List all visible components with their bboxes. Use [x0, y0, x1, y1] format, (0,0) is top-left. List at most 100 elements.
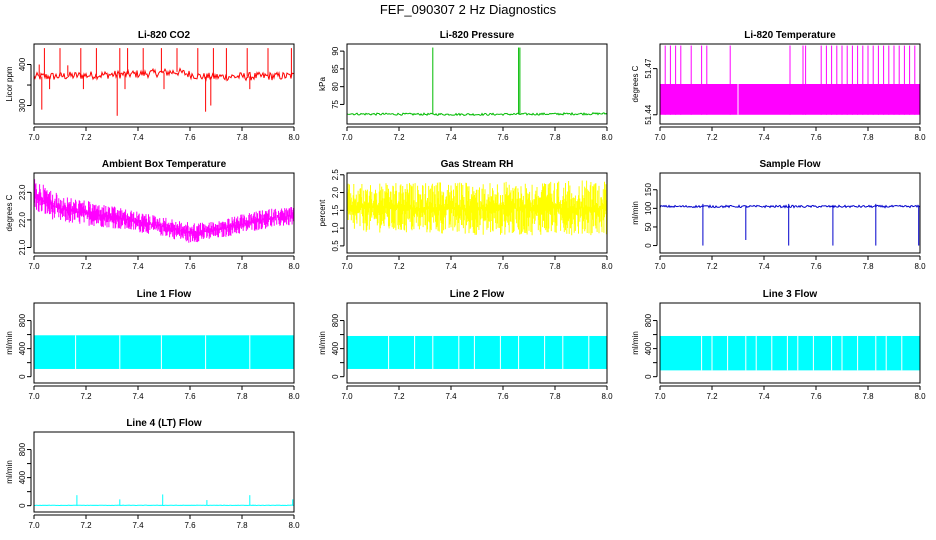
y-tick-label: 800 — [644, 313, 653, 327]
x-tick-label: 7.6 — [810, 133, 822, 142]
x-tick-label: 7.4 — [758, 262, 770, 271]
plot-frame — [659, 302, 921, 384]
x-tick-label: 8.0 — [288, 392, 300, 401]
plot-frame — [659, 172, 921, 254]
y-tick-label: 1.0 — [331, 222, 340, 234]
series-group — [660, 45, 920, 115]
x-tick-label: 8.0 — [288, 133, 300, 142]
x-tick-label: 7.2 — [80, 262, 92, 271]
y-tick-label: 400 — [331, 341, 340, 355]
y-tick-label: 90 — [331, 46, 340, 55]
x-tick-label: 7.6 — [184, 521, 196, 530]
y-axis-label: Licor ppm — [5, 66, 14, 101]
x-tick-label: 8.0 — [601, 262, 613, 271]
x-tick-label: 7.4 — [758, 133, 770, 142]
y-tick-label: 800 — [331, 313, 340, 327]
x-tick-label: 7.0 — [654, 392, 666, 401]
y-axis-label: ml/min — [631, 201, 640, 225]
y-axis-label: ml/min — [5, 460, 14, 484]
plot-frame — [33, 431, 295, 513]
x-tick-label: 7.4 — [132, 262, 144, 271]
x-tick-label: 7.2 — [80, 521, 92, 530]
chart-title: Line 3 Flow — [763, 289, 818, 300]
x-tick-label: 7.2 — [706, 392, 718, 401]
x-tick-label: 7.8 — [236, 521, 248, 530]
series-group — [660, 335, 920, 371]
series-group — [34, 494, 295, 507]
chart-title: Sample Flow — [759, 159, 820, 170]
x-tick-label: 7.6 — [810, 392, 822, 401]
x-tick-label: 8.0 — [601, 392, 613, 401]
y-tick-label: 50 — [644, 222, 653, 231]
y-tick-label: 2.5 — [331, 169, 340, 181]
x-tick-label: 7.0 — [28, 133, 40, 142]
x-tick-label: 7.4 — [132, 133, 144, 142]
figure-title: FEF_090307 2 Hz Diagnostics — [379, 2, 557, 17]
chart-panel-4: Ambient Box Temperature degrees C 7.0 7.2 7.… — [5, 159, 300, 271]
y-tick-label: 51.44 — [644, 104, 653, 125]
y-axis-label: kPa — [318, 77, 327, 91]
y-axis-label: degrees C — [631, 65, 640, 102]
y-tick-label: 0 — [18, 503, 27, 508]
chart-panel-3: Li-820 Temperature degrees C 7.0 7.2 7.4 7.6 7… — [631, 30, 926, 142]
plot-frame — [346, 302, 608, 384]
plot-frame — [33, 172, 295, 254]
x-tick-label: 8.0 — [601, 133, 613, 142]
y-tick-label: 0 — [644, 374, 653, 379]
y-tick-label: 0 — [331, 374, 340, 379]
x-tick-label: 7.2 — [706, 262, 718, 271]
chart-panel-10: Line 4 (LT) Flow ml/min 7.0 7.2 7.4 7.6 7.8 8.0… — [5, 418, 300, 530]
x-tick-label: 7.4 — [758, 392, 770, 401]
y-tick-label: 800 — [18, 442, 27, 456]
chart-title: Line 1 Flow — [137, 289, 192, 300]
chart-panel-7: Line 1 Flow ml/min 7.0 7.2 7.4 7.6 7.8 8.0 0 400 8… — [5, 289, 300, 401]
x-tick-label: 7.8 — [549, 262, 561, 271]
chart-panel-6: Sample Flow ml/min 7.0 7.2 7.4 7.6 7.8 8.0 0 50 10… — [631, 159, 926, 271]
x-tick-label: 7.6 — [184, 392, 196, 401]
chart-title: Line 2 Flow — [450, 289, 505, 300]
chart-title: Ambient Box Temperature — [102, 159, 227, 170]
chart-title: Li-820 CO2 — [138, 30, 191, 41]
x-tick-label: 7.0 — [28, 521, 40, 530]
y-tick-label: 400 — [644, 341, 653, 355]
y-tick-label: 23.0 — [18, 184, 27, 200]
plot-frame — [33, 43, 295, 125]
y-tick-label: 2.0 — [331, 186, 340, 198]
y-tick-label: 400 — [18, 341, 27, 355]
x-tick-label: 7.2 — [706, 133, 718, 142]
x-tick-label: 7.6 — [184, 262, 196, 271]
x-tick-label: 8.0 — [914, 133, 926, 142]
x-tick-label: 7.0 — [654, 133, 666, 142]
x-tick-label: 7.8 — [236, 133, 248, 142]
plot-frame — [33, 302, 295, 384]
plot-frame — [659, 43, 921, 125]
plot-frame — [346, 43, 608, 125]
chart-title: Li-820 Temperature — [744, 30, 836, 41]
y-tick-label: 0 — [18, 374, 27, 379]
x-tick-label: 7.2 — [80, 133, 92, 142]
y-axis-label: ml/min — [318, 331, 327, 355]
x-tick-label: 7.8 — [236, 392, 248, 401]
chart-panel-8: Line 2 Flow ml/min 7.0 7.2 7.4 7.6 7.8 8.0 0 400 8… — [318, 289, 613, 401]
y-tick-label: 150 — [644, 183, 653, 197]
x-tick-label: 7.0 — [341, 392, 353, 401]
series-line — [659, 204, 921, 209]
chart-panel-2: Li-820 Pressure kPa 7.0 7.2 7.4 7.6 7.8 8.0 75 80… — [318, 30, 613, 142]
x-tick-label: 7.2 — [80, 392, 92, 401]
series-band — [346, 180, 608, 236]
chart-title: Line 4 (LT) Flow — [126, 418, 202, 429]
x-tick-label: 7.6 — [497, 133, 509, 142]
y-tick-label: 85 — [331, 64, 340, 73]
x-tick-label: 7.0 — [28, 392, 40, 401]
chart-panel-5: Gas Stream RH percent 7.0 7.2 7.4 7.6 7.8 8.0 0.… — [318, 159, 613, 271]
series-band — [347, 335, 607, 369]
y-axis-label: ml/min — [5, 331, 14, 355]
y-tick-label: 0 — [644, 243, 653, 248]
y-tick-label: 21.0 — [18, 239, 27, 255]
series-band — [660, 335, 920, 371]
x-tick-label: 7.0 — [341, 262, 353, 271]
series-line — [346, 111, 608, 117]
x-tick-label: 7.8 — [236, 262, 248, 271]
series-group — [33, 179, 295, 243]
series-group — [33, 48, 295, 116]
